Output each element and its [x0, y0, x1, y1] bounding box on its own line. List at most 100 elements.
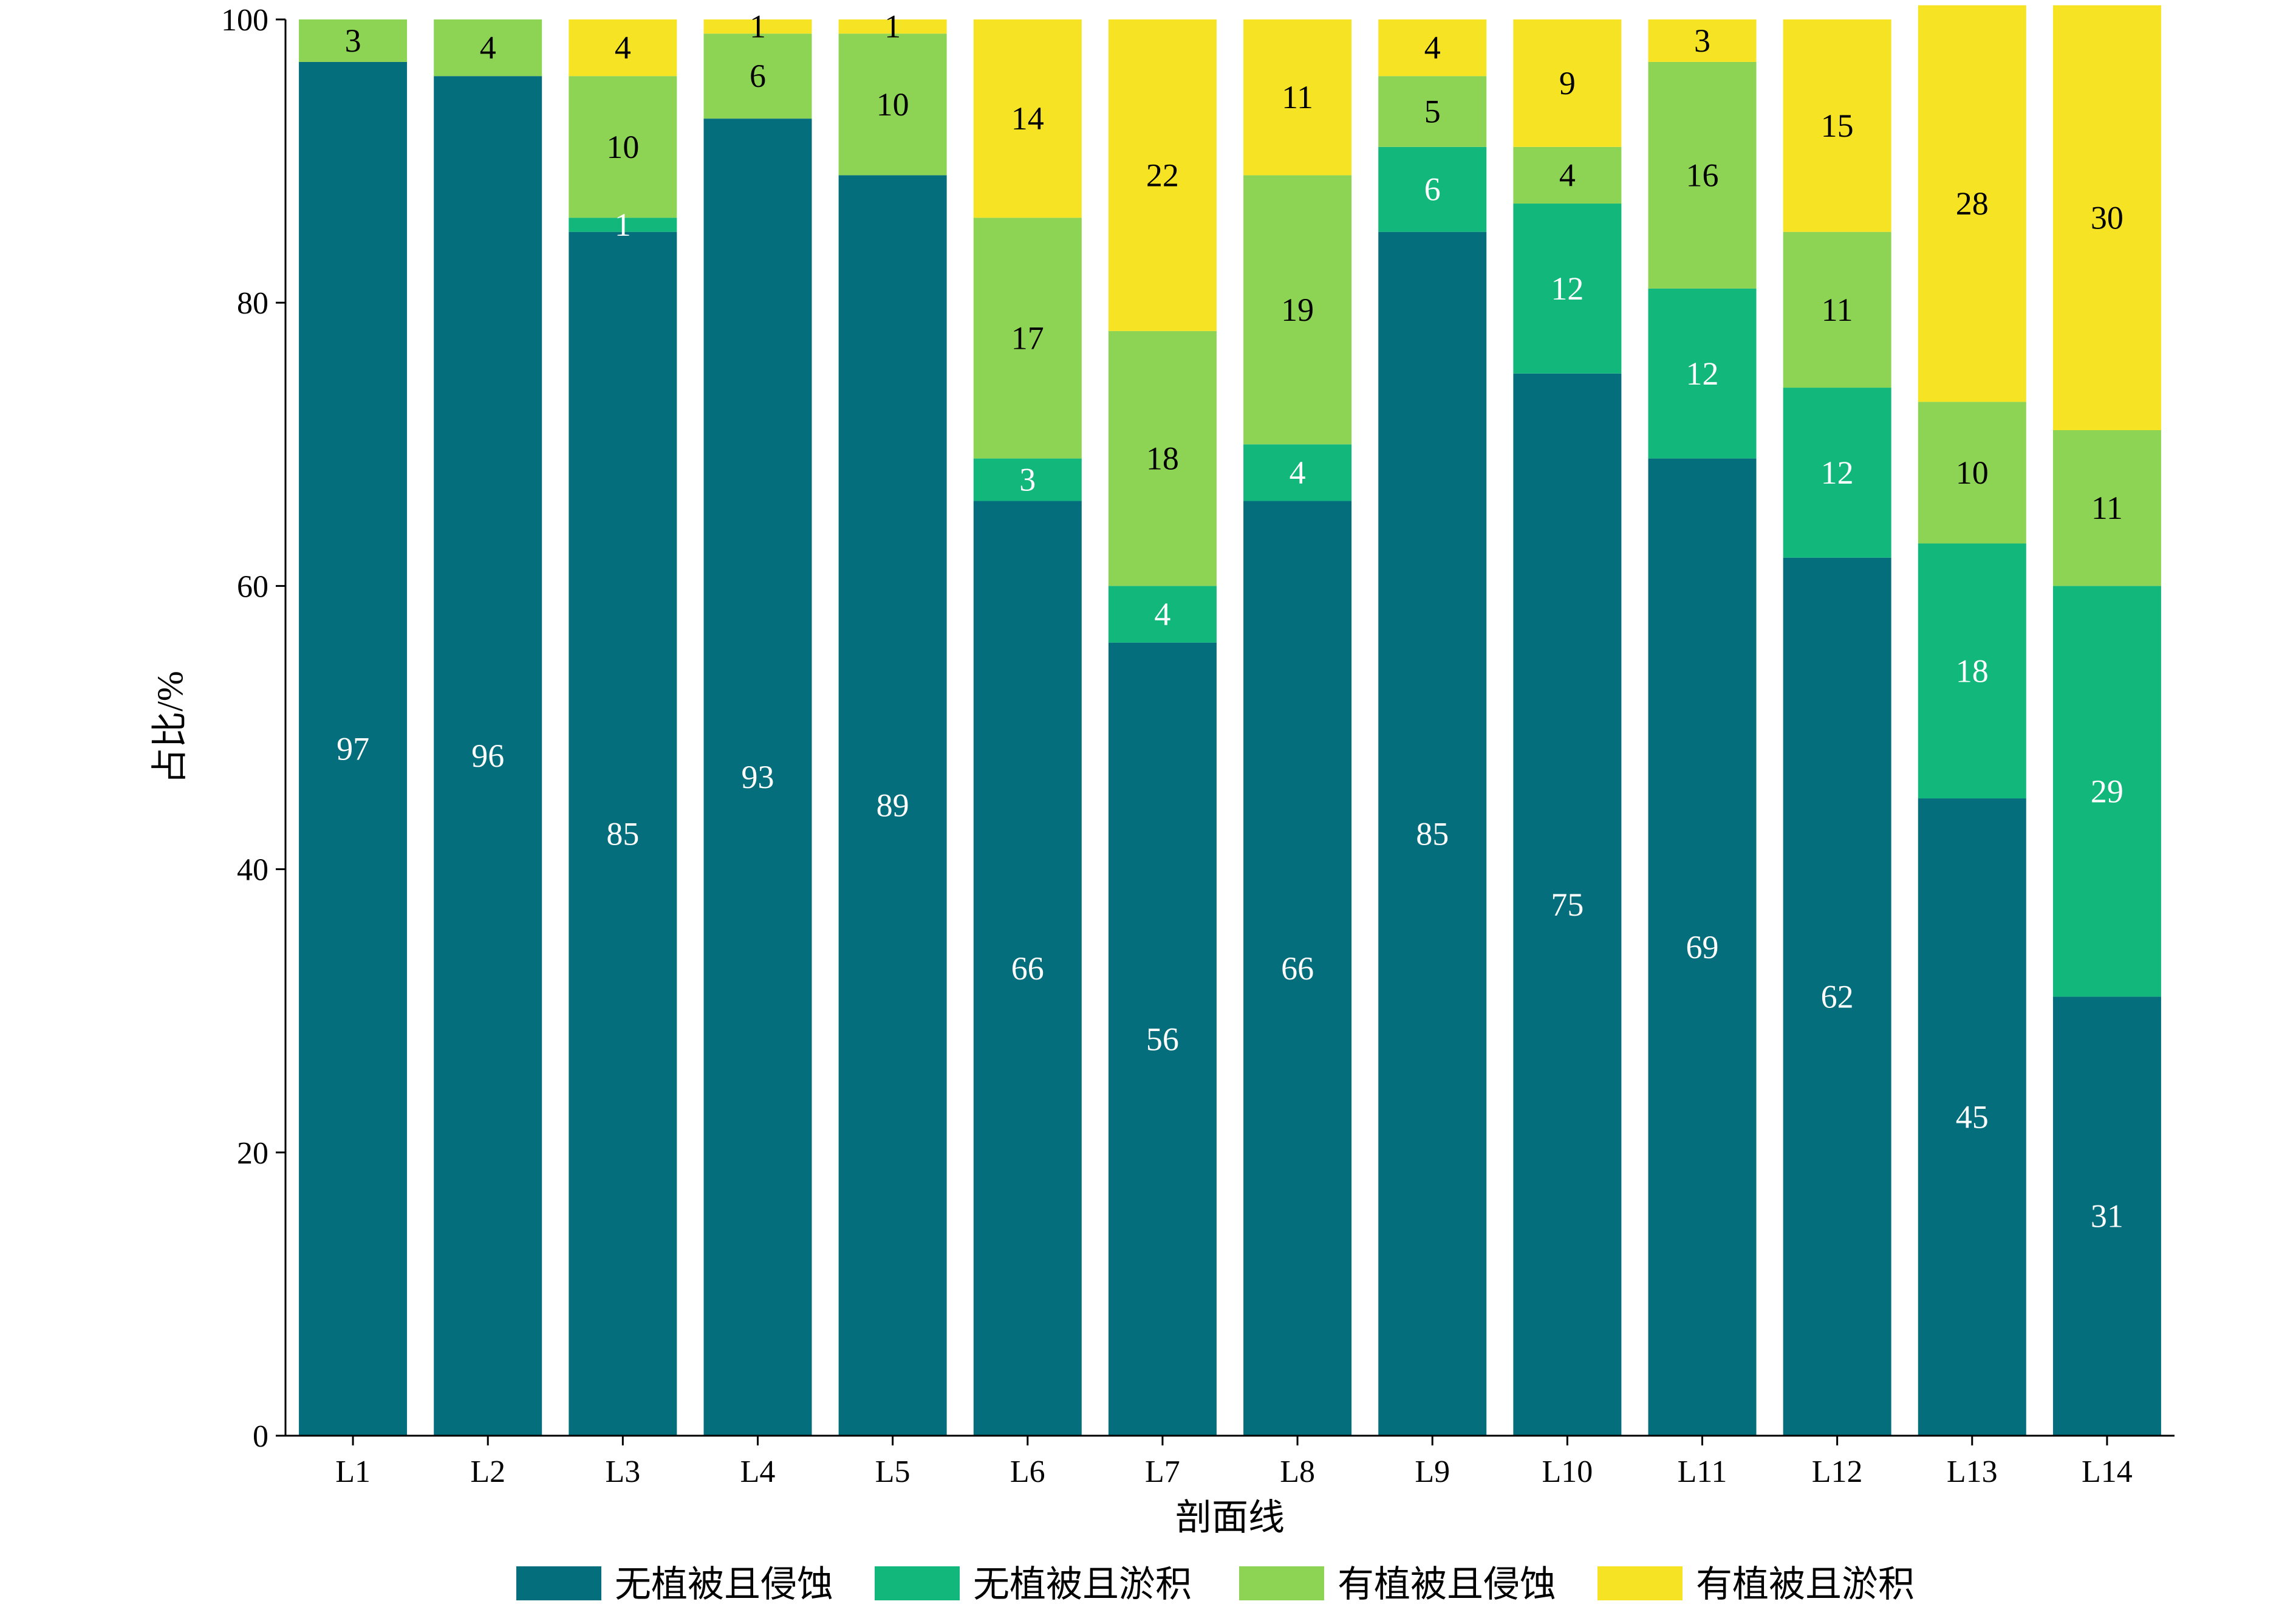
data-label-L6-s4: 14	[1011, 100, 1044, 137]
data-label-L5-s3: 10	[876, 86, 909, 123]
data-label-L12-s4: 15	[1821, 108, 1854, 144]
bar-segment-L13-s2	[1918, 543, 2026, 799]
y-axis-title: 占比/%	[150, 671, 190, 784]
bar-segment-L9-s4	[1378, 19, 1487, 77]
x-tick-label-L1: L1	[335, 1455, 371, 1489]
bar-segment-L11-s2	[1648, 288, 1757, 459]
x-tick-label-L3: L3	[605, 1455, 640, 1489]
data-label-L10-s2: 12	[1551, 270, 1584, 307]
bar-segment-L14-s1	[2052, 996, 2161, 1436]
data-label-L12-s1: 62	[1821, 978, 1854, 1015]
bar-segment-L11-s4	[1648, 19, 1757, 62]
legend-swatch-s1	[516, 1566, 601, 1600]
data-label-L3-s3: 10	[606, 129, 639, 165]
data-label-L7-s1: 56	[1146, 1021, 1179, 1057]
data-label-L12-s3: 11	[1822, 292, 1853, 328]
data-label-L13-s2: 18	[1956, 653, 1989, 689]
y-tick-label-0: 0	[253, 1419, 268, 1454]
bar-segment-L9-s2	[1378, 146, 1487, 232]
data-label-L8-s1: 66	[1281, 950, 1314, 987]
data-label-L9-s4: 4	[1424, 30, 1441, 66]
bar-segment-L5-s1	[838, 175, 947, 1436]
bar-segment-L4-s4	[703, 19, 812, 34]
data-label-L3-s1: 85	[606, 815, 639, 852]
bar-segment-L10-s1	[1513, 373, 1622, 1436]
data-label-L5-s1: 89	[876, 787, 909, 824]
data-label-L10-s3: 4	[1559, 157, 1576, 193]
data-label-L8-s2: 4	[1290, 454, 1306, 491]
bar-segment-L8-s2	[1243, 444, 1352, 501]
data-label-L4-s3: 6	[750, 58, 766, 94]
data-label-L6-s1: 66	[1011, 950, 1044, 987]
data-label-L3-s4: 4	[615, 30, 631, 66]
bar-segment-L4-s1	[703, 118, 812, 1436]
data-label-L9-s1: 85	[1416, 815, 1449, 852]
bar-segment-L12-s2	[1783, 388, 1891, 558]
bar-segment-L12-s3	[1783, 231, 1891, 388]
data-label-L10-s1: 75	[1551, 886, 1584, 923]
legend-label-s4: 有植被且淤积	[1696, 1565, 1915, 1601]
x-tick-label-L2: L2	[470, 1455, 505, 1489]
bar-segment-L6-s4	[973, 19, 1082, 218]
legend-swatch-s4	[1597, 1566, 1683, 1600]
data-label-L6-s2: 3	[1019, 462, 1036, 498]
data-label-L14-s3: 11	[2091, 490, 2123, 526]
x-tick-label-L9: L9	[1415, 1455, 1450, 1489]
data-label-L2-s1: 96	[471, 738, 504, 774]
bar-segment-L3-s2	[569, 218, 677, 232]
bar-segment-L5-s4	[838, 19, 947, 34]
bar-segment-L2-s3	[434, 19, 542, 77]
legend-swatch-s2	[875, 1566, 960, 1600]
data-label-L4-s4: 1	[750, 9, 766, 45]
bar-segment-L14-s2	[2052, 586, 2161, 997]
bar-segment-L3-s4	[569, 19, 677, 77]
x-tick-label-L10: L10	[1542, 1455, 1593, 1489]
data-label-L8-s4: 11	[1282, 79, 1313, 115]
data-label-L13-s1: 45	[1956, 1099, 1989, 1136]
data-label-L13-s4: 28	[1956, 185, 1989, 222]
x-tick-label-L5: L5	[875, 1455, 911, 1489]
y-tick-label-20: 20	[237, 1136, 268, 1171]
bar-segment-L3-s1	[569, 231, 677, 1436]
bar-segment-L13-s3	[1918, 402, 2026, 544]
data-label-L3-s2: 1	[615, 207, 631, 243]
data-label-L5-s4: 1	[884, 9, 901, 45]
bar-segment-L7-s4	[1108, 19, 1217, 331]
data-label-L11-s1: 69	[1686, 929, 1719, 965]
x-tick-label-L8: L8	[1280, 1455, 1315, 1489]
y-ticks: 0 20 40 60 80 100	[221, 3, 285, 1454]
data-label-L9-s2: 6	[1424, 171, 1441, 208]
bar-segment-L14-s4	[2052, 5, 2161, 430]
data-label-L13-s3: 10	[1956, 454, 1989, 491]
axes-layer	[284, 19, 2175, 1437]
bar-segment-L2-s1	[434, 76, 542, 1436]
y-tick-label-100: 100	[221, 3, 268, 38]
x-tick-label-L11: L11	[1678, 1455, 1727, 1489]
x-tick-label-L7: L7	[1145, 1455, 1180, 1489]
segment-labels-layer: 9739648511049361891016631714564182266419…	[337, 9, 2123, 1235]
data-label-L7-s3: 18	[1146, 440, 1179, 477]
data-label-L6-s3: 17	[1011, 320, 1044, 356]
bar-segment-L11-s3	[1648, 61, 1757, 289]
x-tick-label-L14: L14	[2082, 1455, 2133, 1489]
bar-segment-L7-s3	[1108, 331, 1217, 586]
bar-segment-L10-s3	[1513, 146, 1622, 204]
x-tick-label-L4: L4	[740, 1455, 776, 1489]
x-ticks: L1 L2 L3 L4 L5 L6 L7 L8 L9 L10 L11 L12 L13 L14	[335, 1436, 2133, 1489]
data-label-L7-s2: 4	[1154, 596, 1170, 632]
bar-segment-L12-s4	[1783, 19, 1891, 232]
legend: 无植被且侵蚀 无植被且淤积 有植被且侵蚀 有植被且淤积	[516, 1565, 1915, 1604]
x-axis-title: 剖面线	[1175, 1498, 1285, 1538]
bar-segment-L3-s3	[569, 76, 677, 218]
bar-segment-L12-s1	[1783, 557, 1891, 1436]
y-tick-label-80: 80	[237, 286, 268, 321]
data-label-L10-s4: 9	[1559, 65, 1576, 101]
data-label-L14-s2: 29	[2091, 773, 2123, 809]
x-tick-label-L13: L13	[1947, 1455, 1998, 1489]
legend-label-s2: 无植被且淤积	[973, 1565, 1192, 1601]
bar-segment-L8-s3	[1243, 175, 1352, 445]
bar-segment-L8-s1	[1243, 501, 1352, 1436]
bar-segment-L5-s3	[838, 33, 947, 176]
bar-segment-L9-s3	[1378, 76, 1487, 147]
